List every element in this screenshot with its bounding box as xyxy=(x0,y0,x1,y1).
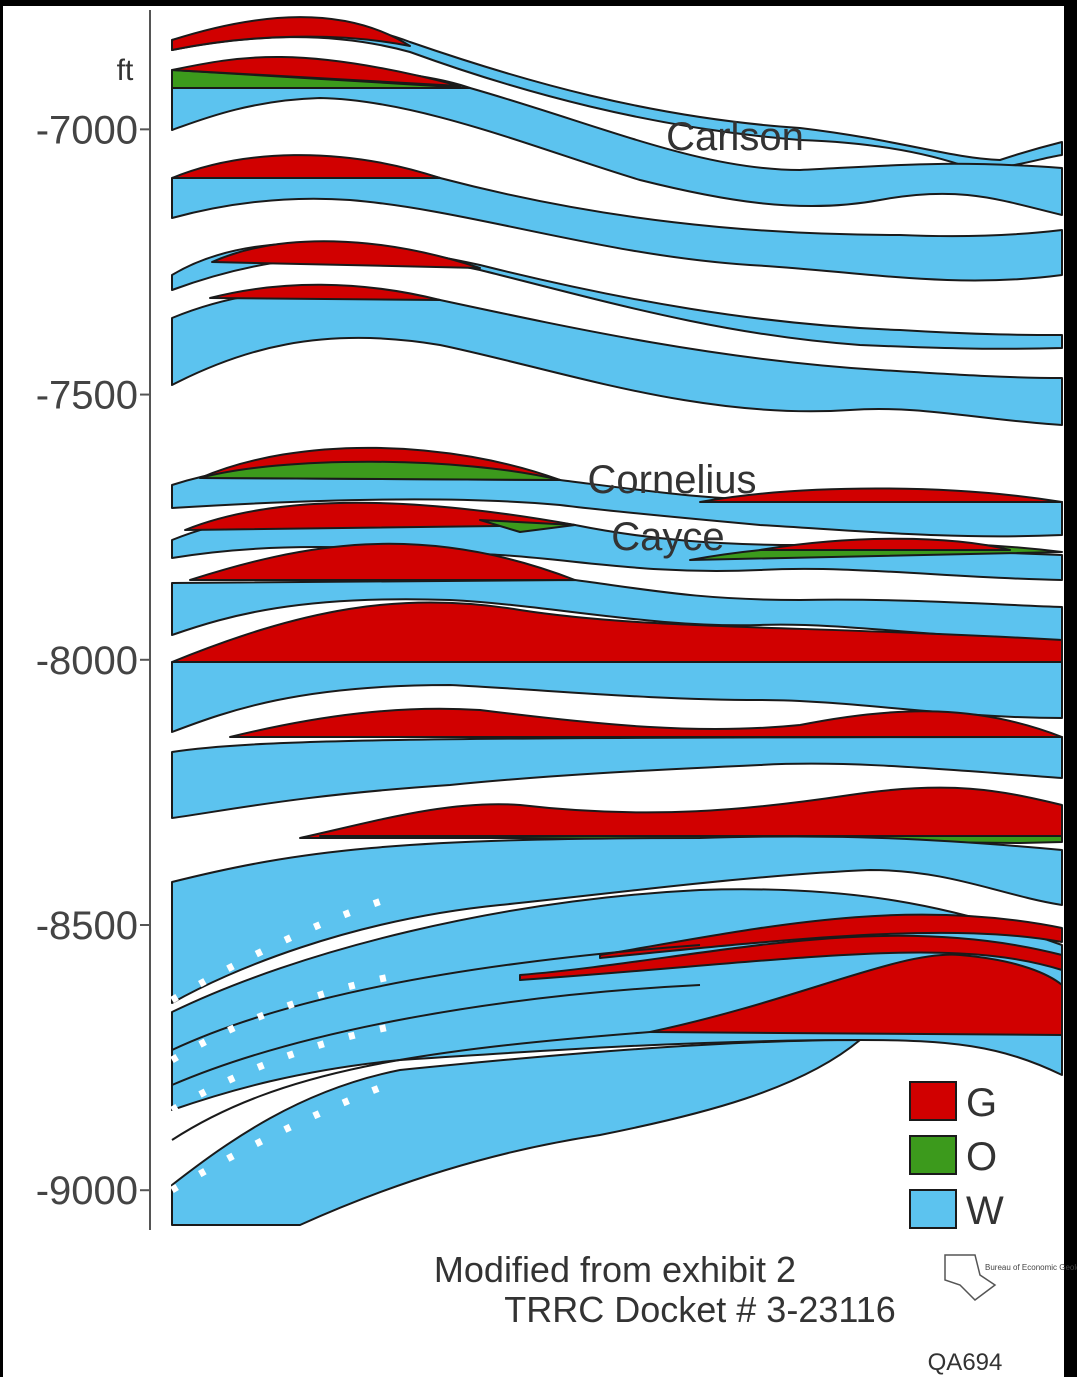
legend-label: W xyxy=(966,1189,1004,1233)
logo-mark xyxy=(945,1255,995,1300)
page: ft Carlson Cornelius Cayce Modified from… xyxy=(0,0,1077,1377)
tick-label: -8000 xyxy=(36,639,138,683)
cross-section xyxy=(172,17,1062,1225)
footer-line: TRRC Docket # 3-23116 xyxy=(504,1289,896,1330)
legend-swatch xyxy=(910,1082,956,1120)
legend-label: G xyxy=(966,1081,997,1125)
frame xyxy=(0,0,1077,6)
frame xyxy=(0,0,3,1377)
layer-label: Cornelius xyxy=(588,458,757,502)
layer-label: Cayce xyxy=(611,515,724,559)
tick-label: -7500 xyxy=(36,374,138,418)
axis-unit: ft xyxy=(117,54,134,87)
legend-label: O xyxy=(966,1135,997,1179)
layer-label: Carlson xyxy=(666,115,804,159)
logo-text: Bureau of Economic Geology xyxy=(985,1263,1077,1272)
figure-code: QA694 xyxy=(928,1349,1003,1376)
tick-label: -7000 xyxy=(36,108,138,152)
footer-line: Modified from exhibit 2 xyxy=(434,1249,796,1290)
frame xyxy=(1064,0,1077,1377)
legend-swatch xyxy=(910,1190,956,1228)
legend-swatch xyxy=(910,1136,956,1174)
tick-label: -8500 xyxy=(36,904,138,948)
tick-label: -9000 xyxy=(36,1169,138,1213)
